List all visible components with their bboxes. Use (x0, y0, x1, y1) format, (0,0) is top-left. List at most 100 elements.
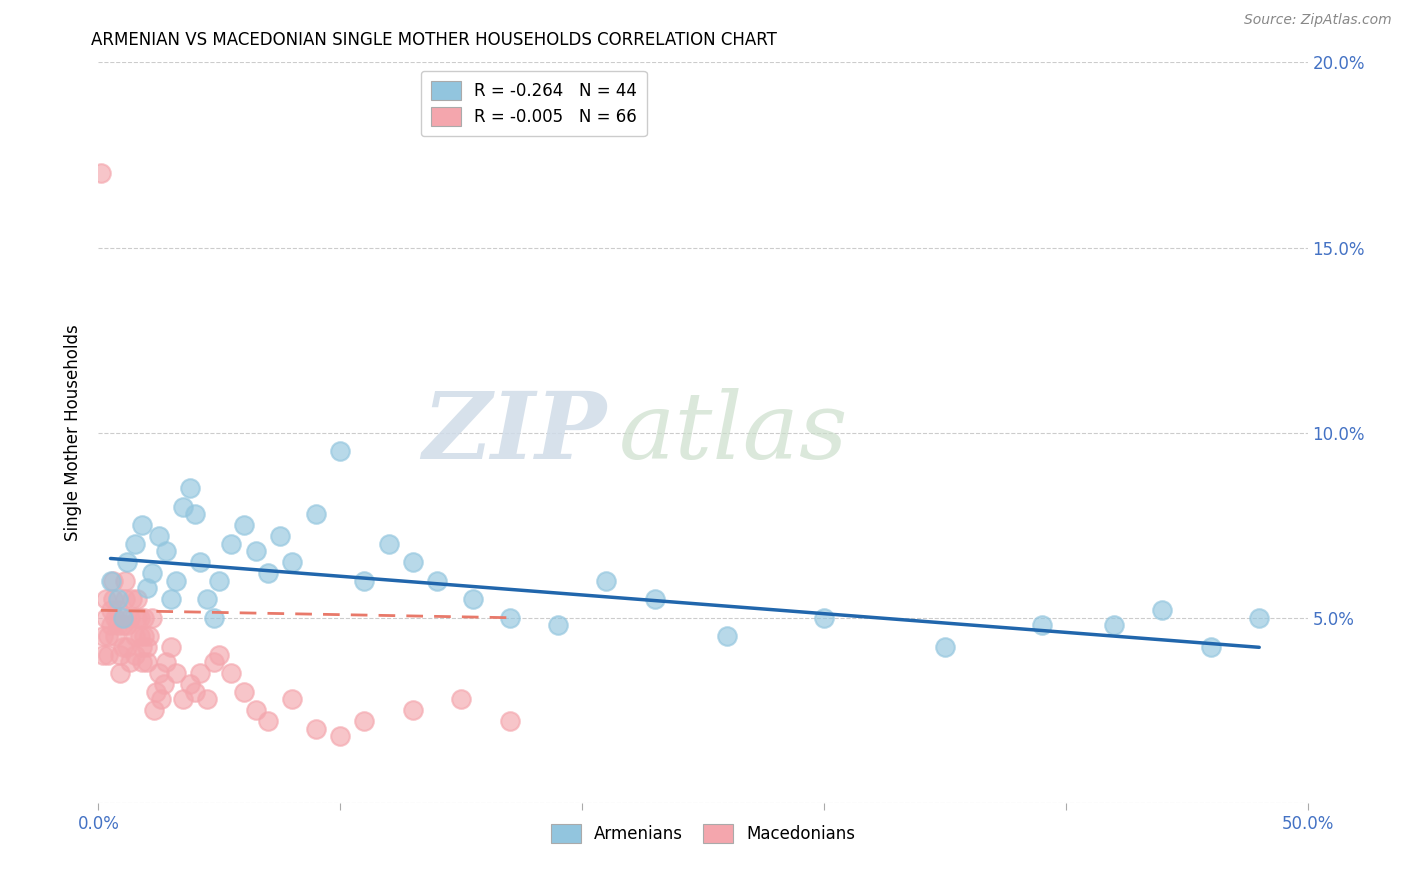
Point (134, 610, 156, 624)
Point (111, 640, 134, 655)
Point (1152, 603, 1174, 617)
Point (1249, 610, 1271, 624)
Point (813, 610, 835, 624)
Point (107, 592, 129, 607)
Point (195, 592, 218, 607)
Point (245, 544, 267, 558)
Point (141, 610, 163, 624)
Point (135, 581, 157, 595)
Point (184, 507, 207, 521)
Point (165, 574, 187, 588)
Point (547, 618, 569, 632)
Point (644, 592, 666, 607)
Point (94, 592, 117, 607)
Point (128, 610, 150, 624)
Point (117, 618, 139, 632)
Point (134, 629, 156, 643)
Text: Source: ZipAtlas.com: Source: ZipAtlas.com (1244, 13, 1392, 28)
Point (138, 629, 160, 643)
Point (148, 666, 170, 681)
Point (108, 666, 131, 681)
Point (281, 555, 304, 569)
Point (402, 703, 425, 717)
Point (97, 648, 120, 662)
Point (131, 518, 153, 533)
Point (184, 685, 207, 699)
Legend: Armenians, Macedonians: Armenians, Macedonians (544, 817, 862, 850)
Point (353, 574, 375, 588)
Text: ARMENIAN VS MACEDONIAN SINGLE MOTHER HOUSEHOLDS CORRELATION CHART: ARMENIAN VS MACEDONIAN SINGLE MOTHER HOU… (91, 31, 778, 49)
Point (121, 592, 143, 607)
Point (256, 566, 278, 581)
Point (716, 629, 738, 643)
Point (934, 640, 956, 655)
Point (179, 481, 201, 495)
Point (245, 703, 267, 717)
Point (127, 610, 149, 624)
Point (91, 629, 114, 643)
Y-axis label: Single Mother Households: Single Mother Households (65, 325, 83, 541)
Point (256, 714, 278, 729)
Point (108, 648, 131, 662)
Point (155, 544, 177, 558)
Point (111, 618, 134, 632)
Point (117, 555, 139, 569)
Point (100, 603, 122, 617)
Point (101, 592, 124, 607)
Point (114, 574, 136, 588)
Point (148, 529, 170, 543)
Point (124, 648, 146, 662)
Point (377, 536, 399, 550)
Point (329, 444, 352, 458)
Point (232, 518, 254, 533)
Point (1199, 640, 1222, 655)
Point (402, 555, 425, 569)
Point (141, 566, 163, 581)
Point (145, 685, 167, 699)
Point (118, 655, 141, 669)
Point (104, 629, 127, 643)
Point (498, 714, 520, 729)
Point (426, 574, 449, 588)
Point (124, 536, 146, 550)
Point (128, 629, 150, 643)
Point (100, 618, 122, 632)
Point (135, 655, 157, 669)
Point (232, 685, 254, 699)
Point (124, 629, 146, 643)
Point (114, 592, 136, 607)
Point (131, 655, 153, 669)
Point (107, 618, 129, 632)
Point (281, 692, 304, 706)
Point (172, 692, 194, 706)
Point (204, 610, 226, 624)
Text: ZIP: ZIP (422, 388, 606, 477)
Point (221, 666, 243, 681)
Point (94, 610, 117, 624)
Point (111, 610, 134, 624)
Point (498, 610, 520, 624)
Point (143, 703, 166, 717)
Point (179, 677, 201, 691)
Point (107, 603, 129, 617)
Point (195, 692, 218, 706)
Point (329, 729, 352, 743)
Point (100, 574, 122, 588)
Point (117, 640, 139, 655)
Point (160, 640, 183, 655)
Point (1031, 618, 1053, 632)
Point (155, 655, 177, 669)
Point (97, 629, 120, 643)
Point (208, 648, 231, 662)
Point (150, 692, 173, 706)
Point (595, 574, 617, 588)
Point (204, 655, 226, 669)
Point (305, 722, 328, 736)
Point (127, 592, 149, 607)
Point (135, 640, 157, 655)
Point (1102, 618, 1125, 632)
Point (104, 610, 127, 624)
Point (221, 536, 243, 550)
Point (101, 574, 124, 588)
Point (208, 574, 231, 588)
